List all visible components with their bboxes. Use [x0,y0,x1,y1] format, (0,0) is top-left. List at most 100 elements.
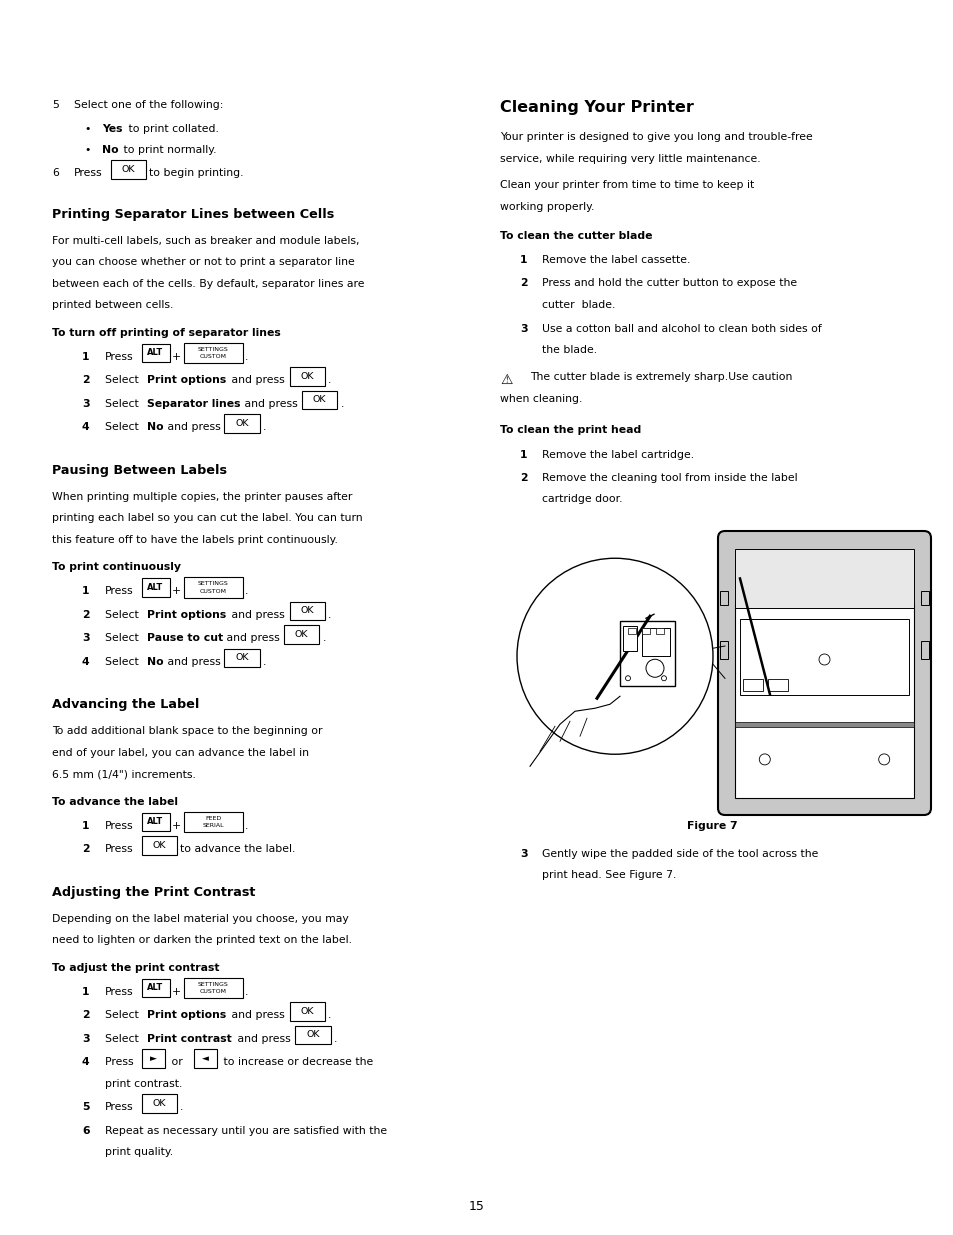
Text: .: . [245,821,248,831]
Text: to print collated.: to print collated. [126,124,219,133]
Text: To add additional blank space to the beginning or: To add additional blank space to the beg… [52,726,322,736]
Text: .: . [245,987,248,997]
Bar [767,678,787,690]
Text: Remove the label cassette.: Remove the label cassette. [541,254,690,266]
Text: and press: and press [229,610,285,620]
Bar [740,619,908,694]
Text: 15: 15 [469,1200,484,1213]
Text: ►: ► [150,1053,157,1063]
Bar [734,604,913,798]
FancyBboxPatch shape [193,1049,216,1067]
Text: Cleaning Your Printer: Cleaning Your Printer [499,100,693,115]
FancyBboxPatch shape [295,1025,330,1044]
Text: 4: 4 [82,657,90,667]
FancyBboxPatch shape [141,1094,176,1113]
Text: Pause to cut: Pause to cut [147,634,223,643]
Circle shape [625,676,630,680]
FancyBboxPatch shape [141,343,170,362]
Text: Select: Select [105,657,142,667]
Text: 2: 2 [82,845,90,855]
Text: print quality.: print quality. [105,1147,172,1157]
Text: Adjusting the Print Contrast: Adjusting the Print Contrast [52,885,255,899]
Text: Your printer is designed to give you long and trouble-free: Your printer is designed to give you lon… [499,132,812,142]
Text: •: • [84,124,91,133]
Text: Select one of the following:: Select one of the following: [74,100,223,110]
Bar [641,629,649,635]
Text: No: No [102,144,118,156]
Text: OK: OK [152,841,166,850]
Text: Select: Select [105,1034,142,1044]
FancyBboxPatch shape [183,811,242,832]
Text: CUSTOM: CUSTOM [199,989,226,994]
Bar [920,592,928,605]
Bar [742,678,762,690]
Text: 5: 5 [52,100,59,110]
Text: .: . [334,1034,337,1044]
Text: 3: 3 [519,324,527,333]
Text: OK: OK [152,1099,166,1108]
Text: FEED: FEED [205,816,221,821]
Text: .: . [328,1010,331,1020]
Text: or: or [168,1057,186,1067]
FancyBboxPatch shape [141,836,176,855]
Text: 6.5 mm (1/4") increments.: 6.5 mm (1/4") increments. [52,769,195,779]
Text: Press: Press [105,587,133,597]
Text: Select: Select [105,1010,142,1020]
Text: 3: 3 [82,1034,90,1044]
Text: Remove the label cartridge.: Remove the label cartridge. [541,450,694,459]
Text: SETTINGS: SETTINGS [197,982,228,987]
Text: 3: 3 [82,399,90,409]
Text: Press: Press [105,1103,133,1113]
Text: 3: 3 [519,848,527,860]
Text: cartridge door.: cartridge door. [541,494,622,505]
Text: Select: Select [105,399,142,409]
Text: .: . [322,634,326,643]
Text: OK: OK [300,606,314,615]
Text: and press: and press [223,634,279,643]
Text: No: No [147,657,164,667]
FancyBboxPatch shape [141,978,170,997]
Text: .: . [340,399,343,409]
Bar [920,641,928,659]
FancyBboxPatch shape [183,978,242,998]
Text: The cutter blade is extremely sharp.Use caution: The cutter blade is extremely sharp.Use … [530,373,792,383]
Text: +: + [172,821,181,831]
Text: .: . [328,610,331,620]
Text: CUSTOM: CUSTOM [199,589,226,594]
FancyBboxPatch shape [183,342,242,363]
Text: cutter  blade.: cutter blade. [541,300,615,310]
Text: Separator lines: Separator lines [147,399,240,409]
Text: Press and hold the cutter button to expose the: Press and hold the cutter button to expo… [541,279,797,289]
FancyBboxPatch shape [289,367,324,385]
FancyBboxPatch shape [289,1002,324,1020]
Text: No: No [147,422,164,432]
Text: and press: and press [229,1010,285,1020]
Text: ALT: ALT [147,818,164,826]
Text: Yes: Yes [102,124,122,133]
Text: 5: 5 [82,1103,90,1113]
Bar [641,629,669,656]
Text: Clean your printer from time to time to keep it: Clean your printer from time to time to … [499,180,754,190]
Text: this feature off to have the labels print continuously.: this feature off to have the labels prin… [52,535,337,545]
Text: 2: 2 [82,1010,90,1020]
Text: To adjust the print contrast: To adjust the print contrast [52,963,219,973]
Text: Press: Press [105,987,133,997]
Text: 6: 6 [52,168,59,179]
Text: 3: 3 [82,634,90,643]
Circle shape [878,753,889,764]
Text: Select: Select [105,422,142,432]
Text: .: . [180,1103,183,1113]
Text: need to lighten or darken the printed text on the label.: need to lighten or darken the printed te… [52,935,352,946]
Text: OK: OK [235,419,249,427]
Bar [720,641,727,659]
Text: Press: Press [105,1057,137,1067]
Text: •: • [84,144,91,156]
Text: CUSTOM: CUSTOM [199,354,226,359]
Text: .: . [245,587,248,597]
Text: 2: 2 [82,375,90,385]
Text: For multi-cell labels, such as breaker and module labels,: For multi-cell labels, such as breaker a… [52,236,359,246]
Text: service, while requiring very little maintenance.: service, while requiring very little mai… [499,153,760,163]
Text: Printing Separator Lines between Cells: Printing Separator Lines between Cells [52,207,334,221]
Text: ALT: ALT [147,983,164,992]
Circle shape [660,676,666,680]
